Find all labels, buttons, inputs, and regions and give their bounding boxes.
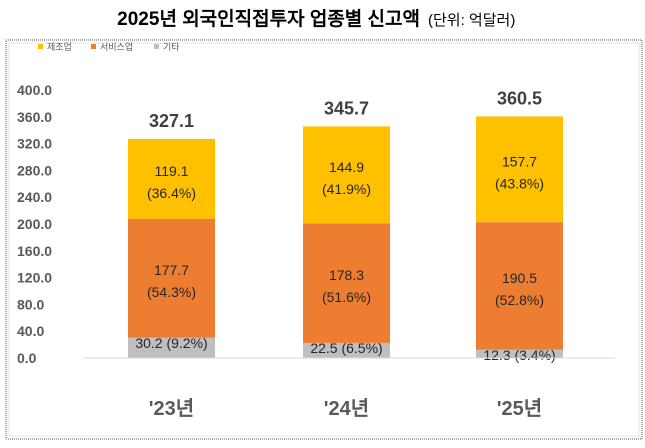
y-tick-label: 40.0: [17, 323, 44, 339]
y-tick-label: 320.0: [17, 136, 52, 152]
data-label: 119.1: [155, 163, 189, 179]
bar-segment-서비스업: [476, 222, 563, 350]
data-label: (43.8%): [495, 175, 544, 191]
y-axis: 0.0 40.0 80.0 120.0 160.0 200.0 240.0 280.0 320.…: [17, 82, 52, 366]
unit-label: (단위: 억달러): [428, 12, 515, 29]
data-label: 30.2 (9.2%): [135, 335, 207, 351]
total-label: 360.5: [497, 88, 542, 108]
y-tick-label: 160.0: [17, 243, 52, 259]
data-label: (36.4%): [147, 185, 196, 201]
legend-swatch: [154, 44, 159, 49]
total-label: 327.1: [149, 111, 194, 131]
y-tick-label: 240.0: [17, 189, 52, 205]
legend: 제조업 서비스업 기타: [38, 42, 180, 52]
data-label: (51.6%): [322, 289, 371, 305]
chart-frame: [5, 39, 643, 440]
data-label: (54.3%): [147, 284, 196, 300]
chart-title: 2025년 외국인직접투자 업종별 신고액: [117, 8, 420, 30]
y-tick-label: 0.0: [17, 350, 37, 366]
bar-segment-제조업: [303, 126, 390, 224]
bar-segment-기타: [303, 342, 390, 358]
data-label: 157.7: [502, 153, 537, 169]
data-label: 190.5: [502, 270, 537, 286]
legend-swatch: [38, 44, 43, 49]
data-label: 144.9: [329, 159, 364, 175]
data-label: (41.9%): [322, 181, 371, 197]
plot-area-border: [8, 42, 640, 437]
bars: 30.2 (9.2%) 177.7 (54.3%) 119.1 (36.4%) 327.1…: [128, 88, 563, 363]
data-label: 177.7: [154, 262, 189, 278]
y-tick-label: 80.0: [17, 296, 44, 312]
data-label: 12.3 (3.4%): [483, 347, 555, 363]
bar-segment-제조업: [476, 116, 563, 223]
y-tick-label: 120.0: [17, 270, 52, 286]
legend-swatch: [91, 44, 96, 49]
y-tick-label: 360.0: [17, 109, 52, 125]
legend-label: 서비스업: [100, 42, 133, 52]
x-tick-label: '25년: [497, 397, 542, 420]
bar-segment-기타: [128, 337, 215, 358]
legend-label: 기타: [163, 42, 180, 52]
y-tick-label: 400.0: [17, 82, 52, 98]
y-tick-label: 200.0: [17, 216, 52, 232]
y-tick-label: 280.0: [17, 162, 52, 178]
bar-segment-서비스업: [303, 223, 390, 343]
bar-segment-기타: [476, 349, 563, 358]
bar-segment-제조업: [128, 138, 215, 219]
data-label: (52.8%): [495, 292, 544, 308]
x-tick-label: '24년: [324, 397, 369, 420]
data-label: 178.3: [329, 267, 364, 283]
data-label: 22.5 (6.5%): [310, 340, 382, 356]
total-label: 345.7: [324, 98, 369, 118]
legend-label: 제조업: [47, 42, 72, 52]
x-tick-label: '23년: [149, 397, 194, 420]
x-axis: '23년 '24년 '25년: [83, 357, 615, 420]
bar-segment-서비스업: [128, 218, 215, 338]
